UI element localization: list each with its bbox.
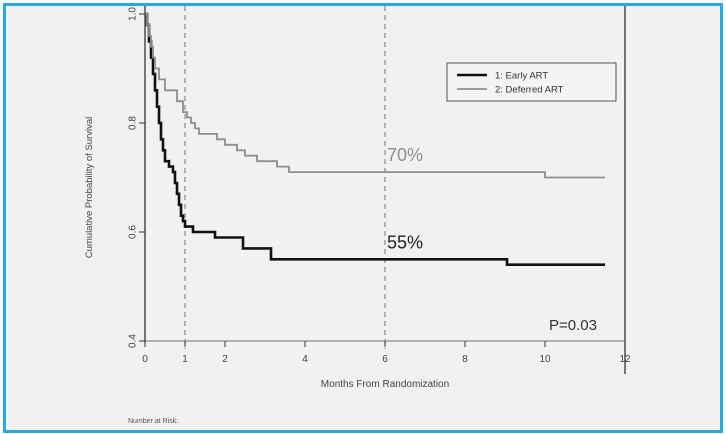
- legend-label-1: 2: Deferred ART: [495, 85, 564, 96]
- y-tick-label-3: 1.0: [128, 7, 139, 21]
- x-tick-label-1: 1: [182, 354, 188, 365]
- series-line-deferred-art: [145, 13, 605, 179]
- x-axis-label: Months From Randomization: [321, 379, 449, 390]
- y-tick-label-0: 0.4: [128, 334, 139, 348]
- x-tick-label-4: 6: [382, 354, 388, 365]
- y-tick-label-1: 0.6: [128, 225, 139, 239]
- x-tick-label-7: 12: [619, 354, 631, 365]
- annotation-p-value: P=0.03: [549, 317, 597, 334]
- number-at-risk-label: Number at Risk:: [128, 418, 179, 425]
- annotation-70-percent: 70%: [387, 145, 423, 165]
- legend-label-0: 1: Early ART: [495, 71, 548, 82]
- chart-frame: 0.4 0.6 0.8 1.0 0 1 2 4 6 8 10 12 Months From Random…: [3, 3, 723, 433]
- x-tick-label-2: 2: [222, 354, 228, 365]
- y-axis-label: Cumulative Probability of Survival: [84, 117, 95, 259]
- x-tick-label-3: 4: [302, 354, 308, 365]
- legend-box: [446, 62, 617, 102]
- annotation-55-percent: 55%: [387, 232, 423, 252]
- x-tick-label-0: 0: [142, 354, 148, 365]
- x-tick-label-6: 10: [539, 354, 551, 365]
- x-tick-label-5: 8: [462, 354, 468, 365]
- series-line-early-art: [145, 12, 605, 266]
- y-tick-label-2: 0.8: [128, 116, 139, 130]
